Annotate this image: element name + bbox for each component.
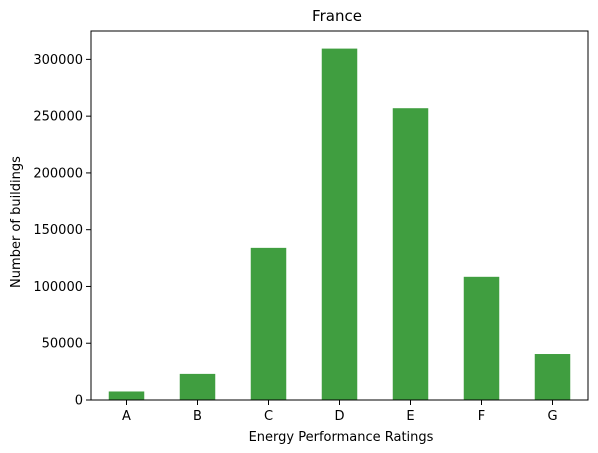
x-tick-label: F <box>478 409 485 424</box>
bar-f <box>463 276 500 400</box>
y-tick-label: 0 <box>75 394 83 409</box>
x-tick-label: A <box>122 409 131 424</box>
x-tick-label: C <box>264 409 273 424</box>
bar-g <box>534 354 571 400</box>
y-tick-label: 200000 <box>33 166 83 181</box>
y-tick-label: 100000 <box>33 280 83 295</box>
bar-c <box>250 247 287 400</box>
y-tick-label: 250000 <box>33 110 83 125</box>
x-tick-label: G <box>547 409 557 424</box>
bar-d <box>321 48 358 401</box>
plot-frame <box>90 30 589 401</box>
y-tick-label: 300000 <box>33 53 83 68</box>
bar-e <box>392 108 429 401</box>
bar-b <box>179 373 216 400</box>
x-axis-ticks: A B C D E F G <box>122 400 558 424</box>
x-axis-label: Energy Performance Ratings <box>249 430 434 445</box>
chart-title: France <box>312 7 362 25</box>
bar-a <box>108 391 145 400</box>
bars <box>108 48 571 401</box>
y-tick-label: 150000 <box>33 223 83 238</box>
x-tick-label: E <box>406 409 414 424</box>
y-axis-label: Number of buildings <box>9 156 24 288</box>
x-tick-label: B <box>193 409 202 424</box>
x-tick-label: D <box>334 409 344 424</box>
y-axis-ticks: 0 50000 100000 150000 200000 250000 300000 <box>33 53 91 409</box>
y-tick-label: 50000 <box>42 337 83 352</box>
